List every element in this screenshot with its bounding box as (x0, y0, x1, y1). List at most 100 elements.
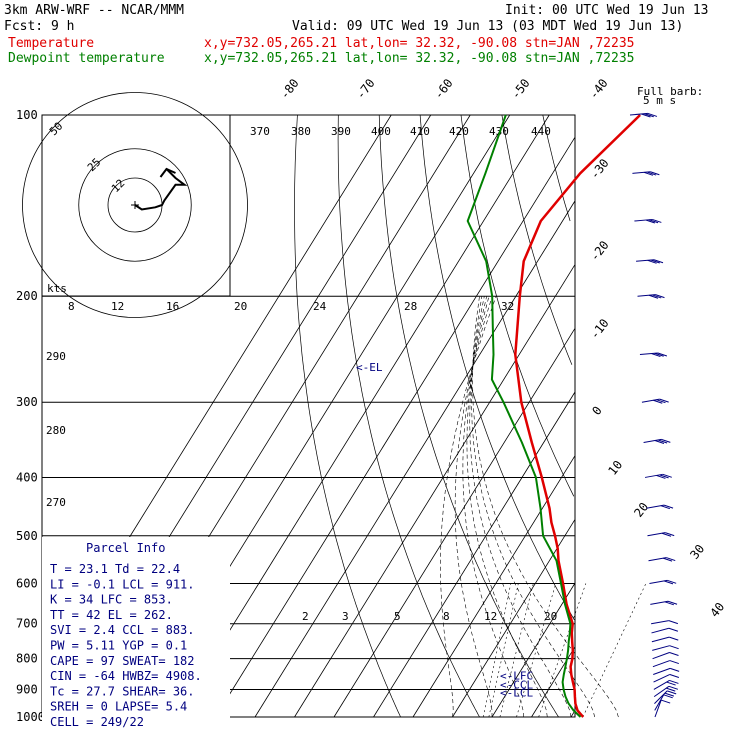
wind-barb-flag (650, 171, 660, 176)
theta-label: 410 (410, 125, 430, 138)
isotherm-line (254, 200, 576, 718)
isotherm-tick-label: 20 (631, 500, 651, 520)
mixing-ratio-label: 20 (544, 610, 557, 623)
mixing-ratio-label: 5 (394, 610, 401, 623)
isotherm-tick-label: -20 (587, 238, 611, 264)
isotherm-tick-label: 40 (707, 600, 727, 620)
isotherm-tick-label: 10 (605, 458, 625, 478)
wind-barb-flag (647, 112, 658, 117)
mixing-ratio-label: 3 (342, 610, 349, 623)
isotherm-tick-label: -60 (431, 76, 455, 102)
wind-barb-shaft (651, 620, 669, 625)
theta-label: 370 (250, 125, 270, 138)
wind-barb-flag (653, 259, 664, 264)
mixing-ratio-line (582, 583, 647, 718)
wind-barb-flag (656, 399, 666, 404)
wind-barb-flag (662, 473, 672, 478)
wind-barb-flag (652, 218, 662, 223)
wind-barb-flag (645, 219, 656, 224)
parcel-info-row: LI = -0.1 LCL = 911. (50, 577, 195, 591)
barb-units: 5 m s (643, 94, 676, 107)
isotherm-tick-label: -10 (587, 316, 611, 342)
dry-adiabat (460, 114, 575, 497)
parcel-info-rows: T = 23.1 Td = 22.4LI = -0.1 LCL = 911. K … (50, 562, 202, 729)
wind-barb-flag (663, 504, 674, 509)
wind-barb-flag (659, 398, 669, 403)
wind-barb-shaft (654, 699, 662, 718)
wind-barb-flag (666, 557, 676, 562)
parcel-info-row: CAPE = 97 SWEAT= 182 (50, 654, 195, 668)
wind-barb-flag (667, 690, 677, 695)
hodograph-ring-label: 12 (109, 177, 128, 196)
plot-frame (41, 114, 576, 718)
moist-adiabat (469, 296, 572, 718)
hodograph-speed-label: 24 (313, 300, 327, 313)
parcel-info-title: Parcel Info (86, 541, 165, 555)
wind-barb-flag (656, 474, 666, 479)
moist-adiabat (454, 296, 493, 717)
theta-side-label: 280 (46, 424, 66, 437)
theta-side-label: 270 (46, 496, 66, 509)
hodograph-ring (22, 92, 248, 318)
ccl-annotation: <-CCL (500, 678, 533, 691)
hodograph-ring-label: 50 (47, 120, 66, 139)
sounding-profiles (466, 114, 641, 718)
pressure-tick-label: 400 (16, 470, 38, 484)
pressure-tick-label: 800 (16, 652, 38, 666)
isotherm-line (175, 114, 550, 718)
pressure-tick-label: 300 (16, 395, 38, 409)
wind-barb-flag (644, 113, 654, 118)
parcel-info-panel (42, 537, 230, 727)
theta-label: 430 (489, 125, 509, 138)
legend-dewpoint: Dewpoint temperature (8, 51, 165, 66)
wind-barb-flag (643, 171, 654, 176)
wind-barb-flag (667, 600, 678, 605)
parcel-info-row: Tc = 27.7 SHEAR= 36. (50, 684, 195, 698)
hodograph-trace (134, 168, 188, 211)
hodograph-speed-label: 28 (404, 300, 417, 313)
isotherm-line (452, 519, 576, 718)
el-annotation: <-EL (356, 361, 383, 374)
wind-barb-flag (659, 474, 669, 479)
wind-barb-flag (648, 294, 659, 299)
wind-barb-flag (663, 580, 674, 585)
parcel-info-row: PW = 5.11 YGP = 0.1 (50, 639, 187, 653)
wind-barb-shaft (653, 674, 671, 683)
moist-adiabat (471, 296, 595, 718)
wind-barb-flag (668, 620, 679, 625)
hodograph-speed-label: 8 (68, 300, 75, 313)
wind-barb-flag (669, 674, 680, 678)
isotherm-tick-label: -50 (508, 76, 532, 102)
hodograph-units: kts (47, 282, 67, 295)
wind-barb-flag (668, 685, 679, 690)
moist-adiabat (440, 296, 497, 718)
wind-barb-flag (669, 652, 679, 656)
wind-barb-flag (665, 532, 675, 537)
pressure-tick-label: 100 (16, 108, 38, 122)
parcel-info-row: CELL = 249/22 (50, 715, 144, 729)
hodograph-speed-label: 16 (166, 300, 179, 313)
wind-barb-flag (650, 259, 660, 264)
temperature-profile (514, 114, 641, 718)
isotherm-line (491, 582, 576, 718)
parcel-info-row: K = 34 LFC = 853. (50, 593, 173, 607)
isotherm-tick-label: 0 (589, 404, 604, 418)
wind-barb-flag (654, 440, 665, 445)
dry-adiabat (294, 114, 401, 718)
wind-barb-flag (667, 579, 677, 584)
wind-barb-shaft (652, 652, 670, 660)
mixing-ratio-label: 8 (443, 610, 450, 623)
wind-barb-shaft (653, 667, 671, 675)
parcel-info-row: CIN = -64 HWBZ= 4908. (50, 669, 202, 683)
theta-side-label: 290 (46, 350, 66, 363)
moist-adiabat (466, 296, 548, 718)
wind-barb-shaft (651, 636, 670, 643)
wind-barb-flag (662, 557, 673, 562)
isotherm-line (531, 646, 576, 718)
hodograph-speed-label: 32 (501, 300, 514, 313)
parcel-info-row: SREH = 0 LAPSE= 5.4 (50, 700, 187, 714)
wind-barb-flag (657, 439, 668, 444)
mixing-ratio-line (516, 583, 557, 718)
dry-adiabat (337, 114, 480, 718)
